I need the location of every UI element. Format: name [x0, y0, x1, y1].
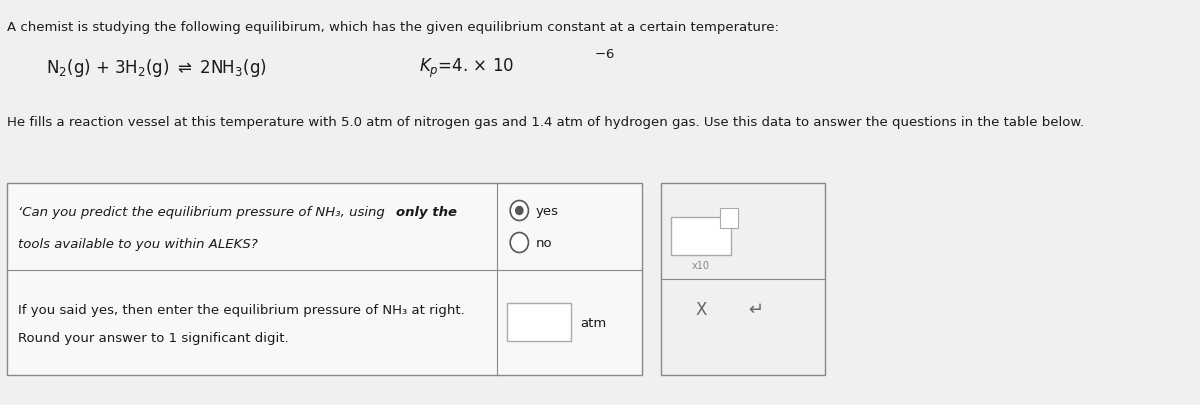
- Bar: [7, 183, 642, 375]
- Text: ↵: ↵: [749, 300, 763, 318]
- Bar: [720, 209, 738, 228]
- Text: x10: x10: [692, 260, 710, 270]
- Text: atm: atm: [581, 316, 607, 329]
- Text: Round your answer to 1 significant digit.: Round your answer to 1 significant digit…: [18, 331, 289, 344]
- Text: X: X: [696, 300, 707, 318]
- Text: ‘Can you predict the equilibrium pressure of NH₃, using: ‘Can you predict the equilibrium pressur…: [18, 205, 389, 218]
- Text: He fills a reaction vessel at this temperature with 5.0 atm of nitrogen gas and : He fills a reaction vessel at this tempe…: [7, 116, 1085, 129]
- Bar: [660, 183, 824, 375]
- Text: $K_p$=4. $\times$ 10: $K_p$=4. $\times$ 10: [419, 56, 515, 79]
- Circle shape: [510, 233, 528, 253]
- Bar: [508, 303, 571, 341]
- Text: only the: only the: [396, 205, 457, 218]
- Circle shape: [516, 207, 523, 215]
- Bar: [672, 217, 731, 256]
- Text: If you said yes, then enter the equilibrium pressure of NH₃ at right.: If you said yes, then enter the equilibr…: [18, 303, 464, 316]
- Circle shape: [510, 201, 528, 221]
- Text: A chemist is studying the following equilibirum, which has the given equilibrium: A chemist is studying the following equi…: [7, 21, 779, 34]
- Text: tools available to you within ALEKS?: tools available to you within ALEKS?: [18, 237, 258, 250]
- Text: yes: yes: [535, 205, 559, 217]
- Text: N$_2$(g) + 3H$_2$(g) $\rightleftharpoons$ 2NH$_3$(g): N$_2$(g) + 3H$_2$(g) $\rightleftharpoons…: [46, 57, 266, 79]
- Text: $-6$: $-6$: [594, 48, 614, 61]
- Text: no: no: [535, 237, 552, 249]
